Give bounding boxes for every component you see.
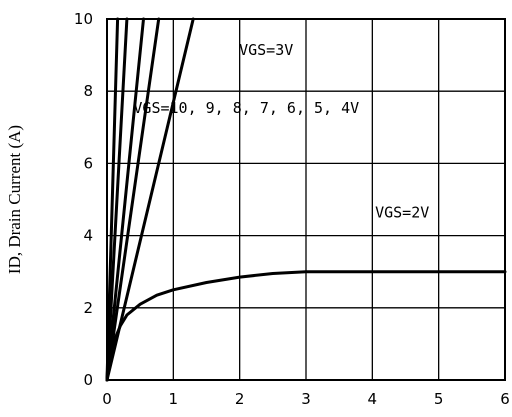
curve-annotation: VGS=3V [239, 41, 293, 59]
y-tick-label: 4 [83, 227, 93, 245]
curve-annotation: VGS=2V [375, 204, 429, 222]
x-tick-labels: 0 1 2 3 4 5 6 [102, 390, 510, 408]
series-line-4 [105, 17, 161, 382]
series-line-5 [105, 17, 195, 382]
plot-frame [106, 18, 506, 381]
y-tick-label: 8 [83, 82, 93, 100]
x-tick-label: 1 [169, 390, 179, 408]
series-line-1 [105, 17, 120, 382]
y-tick-labels: 0 2 4 6 8 10 [74, 10, 93, 389]
x-tick-label: 6 [500, 390, 510, 408]
x-tick-label: 3 [301, 390, 311, 408]
curves [105, 17, 507, 382]
series-line-2 [105, 17, 129, 382]
annotations: VGS=3V VGS=10, 9, 8, 7, 6, 5, 4V VGS=2V [133, 41, 429, 221]
x-tick-label: 5 [434, 390, 444, 408]
y-tick-label: 6 [83, 154, 93, 172]
y-tick-label: 0 [83, 371, 93, 389]
grid [106, 18, 506, 381]
x-tick-label: 0 [102, 390, 112, 408]
series-line-6 [105, 270, 507, 382]
series-line-3 [105, 17, 145, 382]
y-tick-label: 2 [83, 299, 93, 317]
x-tick-label: 4 [368, 390, 378, 408]
y-axis-label: ID, Drain Current (A) [5, 125, 24, 274]
x-tick-label: 2 [235, 390, 245, 408]
curve-annotation: VGS=10, 9, 8, 7, 6, 5, 4V [133, 99, 359, 117]
y-tick-label: 10 [74, 10, 93, 28]
